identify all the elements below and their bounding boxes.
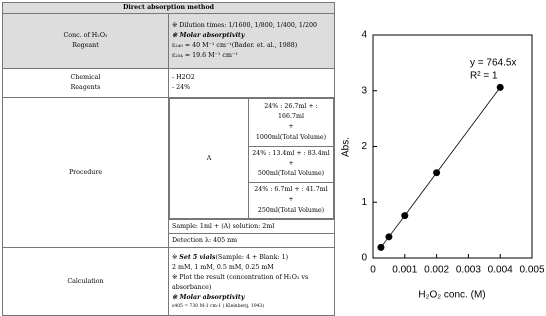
x-tick-label: 0.002 bbox=[424, 265, 449, 276]
data-point bbox=[433, 169, 441, 177]
annotation: y = 764.5x bbox=[470, 58, 516, 69]
x-tick-label: 0.001 bbox=[392, 265, 417, 276]
label-line: Chemical bbox=[70, 74, 101, 81]
text-part: Set 5 vials bbox=[179, 253, 216, 261]
y-tick-label: 4 bbox=[361, 30, 367, 41]
label-line: Conc. of H₂O₂ bbox=[63, 32, 108, 39]
text-line: - H2O2 bbox=[172, 74, 195, 81]
label-line: Calculation bbox=[67, 277, 104, 285]
text-line: ※ Molar absorptivity bbox=[172, 294, 245, 302]
annotation: R² = 1 bbox=[470, 71, 498, 82]
text-line: 24% : 6.7ml + : 41.7ml bbox=[254, 186, 328, 194]
text-line: + bbox=[288, 123, 294, 131]
sub-label: A bbox=[169, 98, 249, 220]
text-line: ※ Set 5 vials(Sample: 4 + Blank: 1) bbox=[172, 253, 331, 263]
text-line: 1000ml(Total Volume) bbox=[255, 133, 327, 141]
row-label: Conc. of H₂O₂ Regeant bbox=[2, 13, 169, 70]
text-line: ※ Dilution times: 1/1600, 1/800, 1/400, … bbox=[172, 21, 318, 29]
data-point bbox=[377, 243, 385, 251]
text-line: 500ml(Total Volume) bbox=[257, 170, 325, 178]
procedure-cell: A 24% : 26.7ml + : 166.7ml +1000ml(Total … bbox=[168, 97, 335, 221]
y-tick-label: 2 bbox=[361, 141, 367, 152]
data-point bbox=[496, 83, 504, 91]
method-table: Direct absorption method Conc. of H₂O₂ Re… bbox=[2, 1, 335, 316]
x-axis-label: H₂O₂ conc. (M) bbox=[418, 290, 485, 301]
table-header: Direct absorption method bbox=[2, 1, 335, 15]
x-tick-label: 0.005 bbox=[519, 265, 544, 276]
dilution-table: A 24% : 26.7ml + : 166.7ml +1000ml(Total … bbox=[169, 98, 334, 220]
row-content: ※ Set 5 vials(Sample: 4 + Blank: 1) 2 mM… bbox=[168, 247, 335, 316]
text-line: ※ Molar absorptivity bbox=[172, 32, 245, 39]
x-tick-label: 0 bbox=[370, 265, 376, 276]
text-line: - 24% bbox=[172, 84, 191, 92]
data-point bbox=[401, 212, 409, 220]
label-line: Regeant bbox=[72, 42, 99, 50]
dilution: 24% : 6.7ml + : 41.7ml +250ml(Total Volum… bbox=[248, 181, 334, 220]
label-line: Reagents bbox=[70, 84, 101, 92]
text-line: 2 mM, 1 mM, 0.5 mM, 0.25 mM bbox=[172, 263, 274, 271]
text-line: + bbox=[288, 160, 294, 168]
y-tick-label: 3 bbox=[361, 85, 367, 96]
y-tick-label: 0 bbox=[361, 253, 367, 264]
y-axis-label: Abs. bbox=[341, 137, 352, 157]
row-label: Calculation bbox=[2, 247, 169, 316]
x-tick-label: 0.004 bbox=[488, 265, 513, 276]
text-line: ε₂₅₄ = 19.6 M⁻¹ cm⁻¹ bbox=[172, 52, 238, 60]
dilution: 24% : 26.7ml + : 166.7ml +1000ml(Total Vo… bbox=[248, 98, 334, 147]
text-line: 24% : 26.7ml + : 166.7ml bbox=[264, 103, 318, 121]
label-line: Procedure bbox=[68, 168, 103, 176]
text-line: + bbox=[288, 196, 294, 204]
trend-line bbox=[380, 87, 501, 248]
text-line: ε405 = 730 M-1 cm-1 ( Kleinberg, 1943) bbox=[172, 304, 265, 310]
text-part: ※ bbox=[172, 253, 180, 261]
text-line: ※ Plot the result (concentration of H₂O₂… bbox=[172, 273, 309, 291]
text-line: 24% : 13.4ml + : 83.4ml bbox=[252, 150, 330, 158]
data-point bbox=[385, 233, 393, 241]
text-line: 250ml(Total Volume) bbox=[257, 206, 325, 214]
y-tick-label: 1 bbox=[361, 197, 367, 208]
x-tick-label: 0.003 bbox=[456, 265, 481, 276]
text-part: (Sample: 4 + Blank: 1) bbox=[215, 253, 289, 261]
text-line: ε₂₄₀ = 40 M⁻¹ cm⁻¹(Bader. et. al., 1988) bbox=[172, 42, 298, 50]
row-label: Procedure bbox=[2, 97, 169, 249]
